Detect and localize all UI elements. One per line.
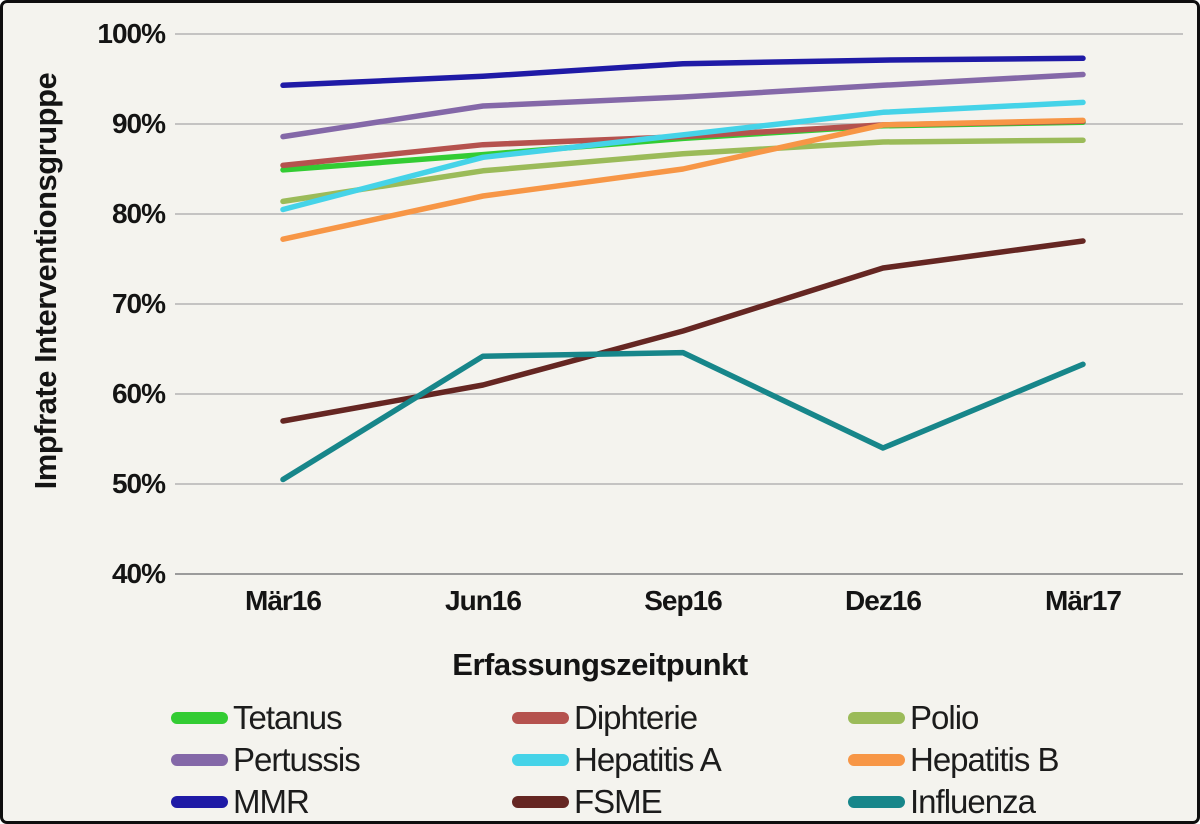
legend-item-mmr: MMR — [171, 783, 512, 821]
legend-item-tetanus: Tetanus — [171, 699, 512, 737]
x-axis-title: Erfassungszeitpunkt — [452, 647, 748, 682]
series-line-influenza — [280, 349, 1086, 483]
legend-label-hepatitis-a: Hepatitis A — [574, 741, 722, 778]
legend-swatch-tetanus — [171, 712, 228, 724]
series-line-pertussis — [280, 71, 1086, 140]
legend-swatch-diphterie — [512, 712, 569, 724]
x-tick-label: Sep16 — [644, 585, 723, 616]
legend-swatch-polio — [848, 712, 905, 724]
x-tick-label: Mär16 — [245, 585, 322, 616]
legend-label-hepatitis-b: Hepatitis B — [910, 741, 1060, 778]
legend-label-polio: Polio — [910, 699, 979, 736]
legend-item-influenza: Influenza — [848, 783, 1181, 821]
y-tick-label: 90% — [111, 108, 166, 139]
legend-label-tetanus: Tetanus — [233, 699, 343, 736]
y-tick-label: 100% — [97, 18, 166, 49]
legend-item-pertussis: Pertussis — [171, 741, 512, 779]
series-line-mmr — [280, 55, 1086, 89]
legend-label-fsme: FSME — [574, 783, 663, 820]
legend-swatch-pertussis — [171, 754, 228, 766]
legend-swatch-fsme — [512, 796, 569, 808]
legend-label-mmr: MMR — [233, 783, 310, 820]
legend-swatch-hepatitis-b — [848, 754, 905, 766]
legend-item-diphterie: Diphterie — [512, 699, 848, 737]
y-tick-label: 80% — [111, 198, 166, 229]
legend-label-pertussis: Pertussis — [233, 741, 361, 778]
y-tick-label: 60% — [111, 378, 166, 409]
series-line-polio — [280, 137, 1086, 205]
legend-label-influenza: Influenza — [910, 783, 1036, 820]
x-tick-label: Dez16 — [845, 585, 922, 616]
legend-swatch-hepatitis-a — [512, 754, 569, 766]
legend-swatch-mmr — [171, 796, 228, 808]
series-line-hepatitis-b — [280, 117, 1086, 242]
series-line-hepatitis-a — [280, 99, 1086, 213]
legend-item-hepatitis-b: Hepatitis B — [848, 741, 1181, 779]
series-line-tetanus — [280, 119, 1086, 173]
y-tick-label: 70% — [111, 288, 166, 319]
legend-item-fsme: FSME — [512, 783, 848, 821]
x-tick-label: Mär17 — [1045, 585, 1122, 616]
legend: Tetanus Diphterie Polio Pertussis Hepati… — [171, 697, 1181, 821]
chart-plot-area — [175, 33, 1183, 575]
legend-label-diphterie: Diphterie — [574, 699, 698, 736]
legend-swatch-influenza — [848, 796, 905, 808]
legend-item-hepatitis-a: Hepatitis A — [512, 741, 848, 779]
y-tick-label: 50% — [111, 468, 166, 499]
legend-item-polio: Polio — [848, 699, 1181, 737]
y-tick-label: 40% — [111, 558, 166, 589]
x-tick-label: Jun16 — [445, 585, 522, 616]
